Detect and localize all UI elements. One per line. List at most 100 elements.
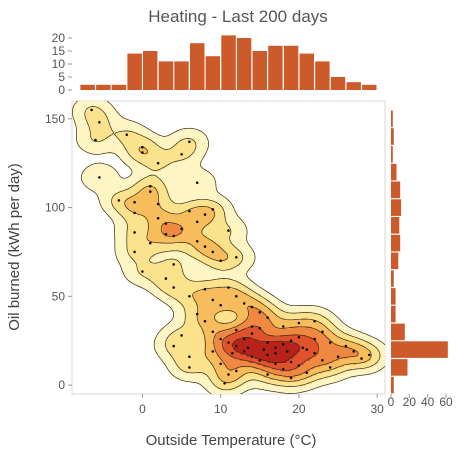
top-histogram-bar bbox=[190, 43, 205, 90]
scatter-point bbox=[235, 295, 238, 298]
scatter-point bbox=[246, 346, 250, 350]
scatter-point bbox=[90, 108, 93, 112]
right-histogram-bar bbox=[391, 199, 402, 216]
right-histogram-bar bbox=[391, 359, 408, 376]
top-histogram-bar bbox=[158, 61, 174, 90]
scatter-point bbox=[211, 330, 215, 334]
scatter-point bbox=[195, 220, 199, 224]
y-tick-label: 0 bbox=[58, 378, 65, 392]
right-histogram-bar bbox=[391, 376, 394, 394]
top-histogram-bar bbox=[236, 38, 252, 90]
scatter-point bbox=[282, 325, 285, 328]
scatter-point bbox=[164, 222, 168, 225]
density-contour-line bbox=[221, 325, 320, 371]
top-histogram-tick-label: 5 bbox=[58, 70, 65, 84]
right-histogram-tick-label: 20 bbox=[403, 395, 417, 409]
scatter-point bbox=[156, 161, 160, 165]
top-histogram-bar bbox=[330, 77, 346, 90]
scatter-point bbox=[266, 353, 269, 357]
scatter-point bbox=[289, 339, 293, 343]
scatter-point bbox=[188, 295, 191, 298]
right-histogram-tick-label: 0 bbox=[388, 395, 395, 409]
right-histogram-bar bbox=[391, 252, 399, 270]
scatter-point bbox=[282, 367, 285, 371]
scatter-point bbox=[258, 311, 262, 314]
top-histogram-tick-label: 0 bbox=[58, 83, 65, 97]
scatter-point bbox=[125, 133, 129, 136]
right-histogram-tick-label: 60 bbox=[439, 395, 453, 409]
scatter-point bbox=[195, 240, 199, 243]
scatter-point bbox=[223, 382, 226, 385]
top-histogram-tick-label: 10 bbox=[52, 57, 66, 71]
scatter-point bbox=[250, 332, 254, 335]
scatter-point bbox=[258, 359, 262, 362]
scatter-point bbox=[219, 259, 222, 263]
scatter-point bbox=[203, 287, 207, 291]
y-tick-label: 50 bbox=[52, 289, 66, 303]
scatter-point bbox=[250, 355, 254, 359]
scatter-point bbox=[289, 360, 293, 364]
scatter-point bbox=[180, 227, 183, 231]
scatter-point bbox=[313, 337, 316, 341]
right-histogram-bar bbox=[391, 146, 393, 163]
scatter-point bbox=[227, 373, 230, 376]
scatter-point bbox=[242, 350, 246, 353]
scatter-point bbox=[336, 355, 340, 359]
scatter-point bbox=[203, 319, 207, 323]
scatter-point bbox=[211, 298, 215, 302]
scatter-point bbox=[188, 366, 191, 369]
scatter-point bbox=[235, 344, 238, 348]
right-histogram-bar bbox=[391, 234, 401, 252]
scatter-point bbox=[133, 250, 136, 254]
scatter-point bbox=[274, 346, 277, 350]
scatter-point bbox=[344, 344, 348, 348]
right-histogram-bar bbox=[391, 323, 405, 341]
x-tick-label: 20 bbox=[292, 402, 306, 416]
right-histogram-tick-label: 40 bbox=[421, 395, 435, 409]
scatter-point bbox=[227, 341, 230, 344]
right-histogram-bar bbox=[391, 288, 396, 305]
scatter-point bbox=[149, 241, 152, 245]
scatter-point bbox=[231, 351, 234, 355]
density-level-fill bbox=[124, 147, 371, 385]
density-contours bbox=[72, 101, 385, 394]
scatter-point bbox=[328, 341, 332, 344]
top-histogram-bar bbox=[111, 84, 127, 90]
scatter-point bbox=[98, 121, 101, 124]
scatter-point bbox=[266, 373, 269, 376]
scatter-point bbox=[211, 208, 215, 211]
x-axis-ticks: 0 10 20 30 bbox=[139, 394, 384, 416]
scatter-point bbox=[117, 199, 121, 202]
scatter-point bbox=[313, 319, 316, 323]
scatter-point bbox=[235, 369, 238, 373]
top-histogram-tick-label: 20 bbox=[52, 31, 66, 45]
right-histogram-bar bbox=[391, 181, 401, 199]
top-histogram-tick-label: 15 bbox=[52, 44, 66, 58]
scatter-point bbox=[133, 200, 136, 204]
right-histogram-bar bbox=[391, 163, 397, 181]
scatter-point bbox=[98, 176, 101, 179]
scatter-point bbox=[180, 153, 183, 156]
x-axis-title: Outside Temperature (°C) bbox=[146, 432, 317, 449]
x-tick-label: 30 bbox=[370, 402, 384, 416]
scatter-point bbox=[274, 351, 277, 355]
chart-title: Heating - Last 200 days bbox=[148, 7, 328, 26]
scatter-point bbox=[242, 302, 246, 305]
top-histogram-bar bbox=[268, 45, 283, 90]
scatter-point bbox=[219, 303, 222, 307]
x-tick-label: 10 bbox=[214, 402, 228, 416]
top-histogram-bar bbox=[80, 84, 95, 90]
scatter-point bbox=[250, 305, 254, 309]
top-histogram-bar bbox=[221, 35, 236, 90]
scatter-point bbox=[285, 350, 289, 353]
scatter-point bbox=[203, 245, 207, 248]
y-axis-title: Oil burned (kWh per day) bbox=[6, 163, 23, 331]
scatter-point bbox=[188, 355, 191, 359]
right-histogram-bar bbox=[391, 110, 393, 128]
scatter-point bbox=[227, 229, 230, 232]
scatter-point bbox=[297, 321, 301, 325]
scatter-point bbox=[274, 362, 277, 366]
right-histogram-bar bbox=[391, 341, 448, 358]
scatter-point bbox=[313, 351, 316, 355]
